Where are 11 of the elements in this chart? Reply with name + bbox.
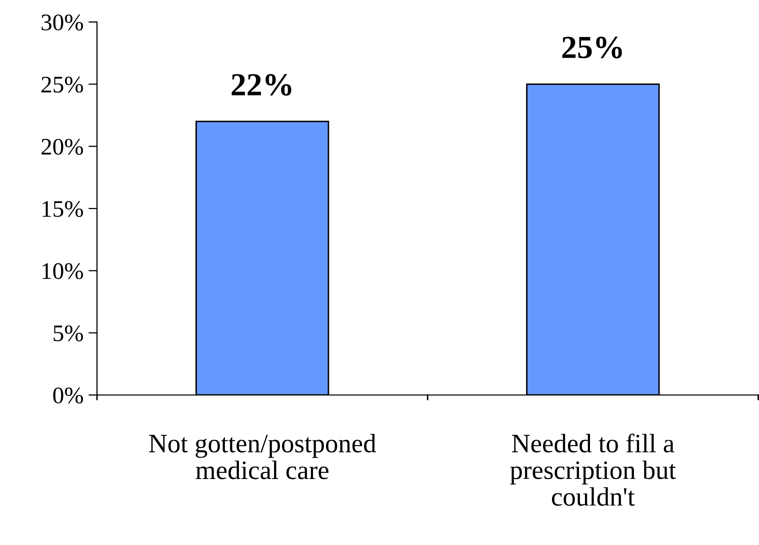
y-tick-label: 20% bbox=[42, 138, 83, 155]
x-tick-label: Not gotten/postponed medical care bbox=[149, 434, 376, 480]
y-tick-label: 15% bbox=[42, 200, 83, 217]
x-tick-label: Needed to fill a prescription but couldn't bbox=[510, 434, 676, 506]
y-tick-label: 30% bbox=[42, 14, 83, 30]
data-label: 25% bbox=[562, 36, 622, 58]
y-tick-label: 5% bbox=[54, 325, 83, 342]
y-tick-label: 0% bbox=[53, 387, 83, 404]
y-tick-label: 25% bbox=[42, 76, 83, 93]
data-label: 22% bbox=[232, 74, 292, 96]
y-tick-label: 10% bbox=[42, 263, 83, 280]
